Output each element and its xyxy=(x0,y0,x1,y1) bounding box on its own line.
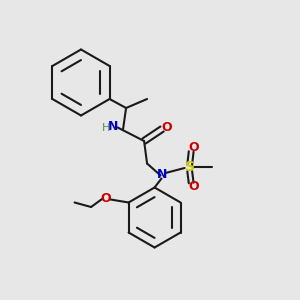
Text: N: N xyxy=(107,119,118,133)
Text: O: O xyxy=(188,180,199,193)
Text: N: N xyxy=(157,167,167,181)
Text: O: O xyxy=(100,191,110,205)
Text: O: O xyxy=(161,121,172,134)
Text: H: H xyxy=(102,122,110,133)
Text: O: O xyxy=(188,141,199,154)
Text: S: S xyxy=(185,160,195,174)
